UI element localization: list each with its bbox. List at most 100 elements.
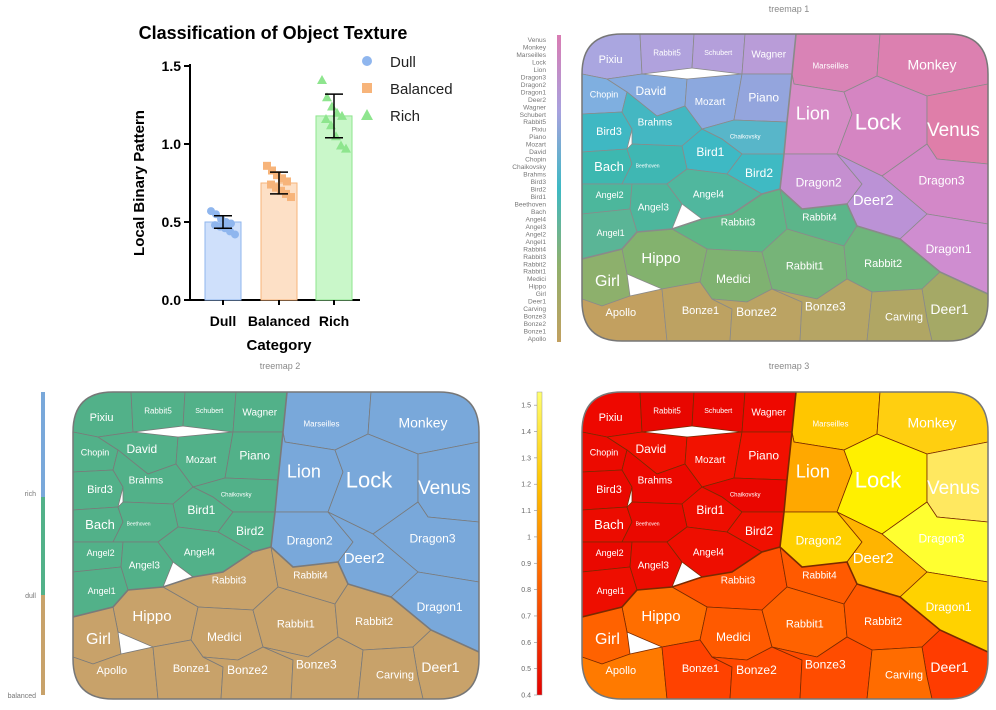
data-point [263, 161, 271, 170]
treemap-3-label-venus: Venus [927, 478, 980, 499]
treemap-1-scale-label: Bonze3 [524, 314, 547, 321]
treemap-1-scale-label: Pixiu [532, 127, 547, 134]
treemap-1-cell-carving [866, 288, 933, 341]
data-point [267, 180, 275, 189]
treemap-3-label-monkey: Monkey [907, 415, 956, 431]
treemap-2-label-bird1: Bird1 [187, 503, 215, 517]
treemap-1-color-scale-labels: VenusMonkeyMarseillesLockLionDragon3Drag… [512, 37, 547, 343]
treemap-1-panel: treemap 1 Venus Monkey Marseilles Lock Lion D… [500, 0, 996, 352]
error-bar-balanced [270, 171, 288, 195]
data-point [341, 143, 351, 153]
data-point [231, 230, 239, 239]
data-point [268, 166, 276, 175]
treemap-2-label-chopin: Chopin [81, 447, 110, 457]
treemap-3-label-bach: Bach [594, 517, 624, 532]
treemap-3-label-pixiu: Pixiu [599, 412, 623, 424]
x-axis-label: Category [246, 337, 312, 354]
y-tick-label: 0.0 [162, 292, 182, 308]
treemap-1-label-bird3: Bird3 [596, 126, 622, 138]
treemap-1-scale-label: Venus [528, 37, 547, 44]
data-point [321, 114, 331, 124]
treemap-1-scale-label: Bird1 [531, 194, 547, 201]
treemap-1-scale-label: Beethoven [514, 201, 546, 208]
treemap-1-scale-label: Chaikovsky [512, 164, 546, 171]
treemap-1-scale-label: Bird2 [531, 187, 547, 194]
legend: Dull Balanced Rich [361, 54, 453, 125]
bar-chart-panel: Classification of Object Texture 0.0 0.5 1.… [0, 0, 500, 365]
treemap-2-label-rabbit4: Rabbit4 [293, 571, 328, 582]
treemap-2-panel: treemap 2 rich dull balanced Pixiu Rabbit… [0, 352, 500, 705]
treemap-1-scale-label: Chopin [525, 157, 546, 164]
treemap-2-label-deer2: Deer2 [344, 550, 385, 567]
treemap-1-scale-label: Bach [531, 209, 546, 216]
treemap-3-colorbar-tick-label: 0.5 [521, 666, 531, 673]
treemap-2-cell-bird3 [73, 469, 124, 511]
treemap-1-label-bach: Bach [594, 159, 624, 174]
treemap-3-label-angel2: Angel2 [596, 548, 624, 558]
treemap-2-legend-bar-balanced [41, 595, 45, 695]
treemap-2-legend-dull: dull [25, 593, 36, 600]
treemap-1-scale-label: David [529, 149, 546, 156]
treemap-1-scale-label: Rabbit1 [523, 269, 546, 276]
treemap-1-label-hippo: Hippo [641, 250, 680, 267]
treemap-3-label-lion: Lion [796, 462, 830, 482]
treemap-2-label-angel2: Angel2 [87, 548, 115, 558]
data-point [327, 101, 337, 111]
x-tick-label: Balanced [248, 313, 310, 329]
treemap-3-colorbar-tick-label: 1 [527, 534, 531, 541]
treemap-1-scale-label: Apollo [528, 336, 547, 343]
treemap-1-scale-label: Girl [536, 291, 547, 298]
y-axis-label: Local Binary Pattern [131, 110, 148, 256]
treemap-1-scale-label: Bonze2 [524, 321, 547, 328]
treemap-3-colorbar-tick-label: 1.1 [521, 508, 531, 515]
treemap-2-label-bach: Bach [85, 517, 115, 532]
treemap-3-cell-carving [866, 646, 933, 699]
treemap-2-label-deer1: Deer1 [421, 659, 459, 675]
legend-label-balanced: Balanced [390, 81, 453, 98]
treemap-3-label-rabbit4: Rabbit4 [802, 571, 837, 582]
treemap-1-scale-label: Medici [527, 276, 547, 283]
treemap-3-label-angel1: Angel1 [597, 586, 625, 596]
treemap-2-label-dragon3: Dragon3 [409, 531, 455, 545]
treemap-1-label-david: David [635, 84, 666, 98]
treemap-2-label-monkey: Monkey [398, 415, 447, 431]
treemap-2-label-bonze3: Bonze3 [296, 657, 337, 671]
treemap-1-label-piano: Piano [748, 91, 779, 105]
treemap-1-label-schubert: Schubert [704, 50, 732, 57]
treemap-3-label-beethoven: Beethoven [636, 521, 660, 527]
treemap-1-label-chopin: Chopin [590, 89, 619, 99]
treemap-2-legend-balanced: balanced [8, 693, 37, 700]
treemap-3-label-brahms: Brahms [638, 475, 672, 486]
treemap-1-label-wagner: Wagner [751, 50, 786, 61]
treemap-3-label-rabbit3: Rabbit3 [721, 575, 756, 586]
treemap-1-label-angel4: Angel4 [693, 190, 725, 201]
treemap-1-label-angel2: Angel2 [596, 190, 624, 200]
treemap-3-label-hippo: Hippo [641, 608, 680, 625]
treemap-1-scale-label: Rabbit5 [523, 119, 546, 126]
treemap-3-colorbar-tick-label: 1.3 [521, 455, 531, 462]
treemap-1-label-carving: Carving [885, 311, 923, 323]
data-point [283, 177, 291, 186]
treemap-1-label-dragon2: Dragon2 [796, 176, 842, 190]
treemap-2-label-dragon1: Dragon1 [417, 600, 463, 614]
treemap-3-colorbar-tick-label: 0.6 [521, 640, 531, 647]
treemap-3-colorbar-tick-label: 0.4 [521, 693, 531, 700]
treemap-1-scale-label: Hippo [529, 284, 547, 291]
treemap-2-label-lock: Lock [346, 467, 393, 492]
treemap-2-title: treemap 2 [260, 361, 301, 371]
treemap-3-label-carving: Carving [885, 669, 923, 681]
treemap-3-colorbar-tick-label: 1.2 [521, 482, 531, 489]
data-point [336, 140, 346, 150]
treemap-2-label-wagner: Wagner [242, 408, 277, 419]
data-point [317, 75, 327, 85]
treemap-1-label-rabbit1: Rabbit1 [786, 261, 824, 273]
legend-label-dull: Dull [390, 54, 416, 71]
treemap-1-scale-label: Schubert [520, 112, 547, 119]
treemap-2-label-girl: Girl [86, 631, 111, 648]
treemap-3-label-chopin: Chopin [590, 447, 619, 457]
data-point [278, 174, 286, 183]
treemap-3-label-schubert: Schubert [704, 408, 732, 415]
treemap-2-label-schubert: Schubert [195, 408, 223, 415]
treemap-3-label-bird1: Bird1 [696, 503, 724, 517]
treemap-1-scale-label: Rabbit4 [523, 246, 546, 253]
